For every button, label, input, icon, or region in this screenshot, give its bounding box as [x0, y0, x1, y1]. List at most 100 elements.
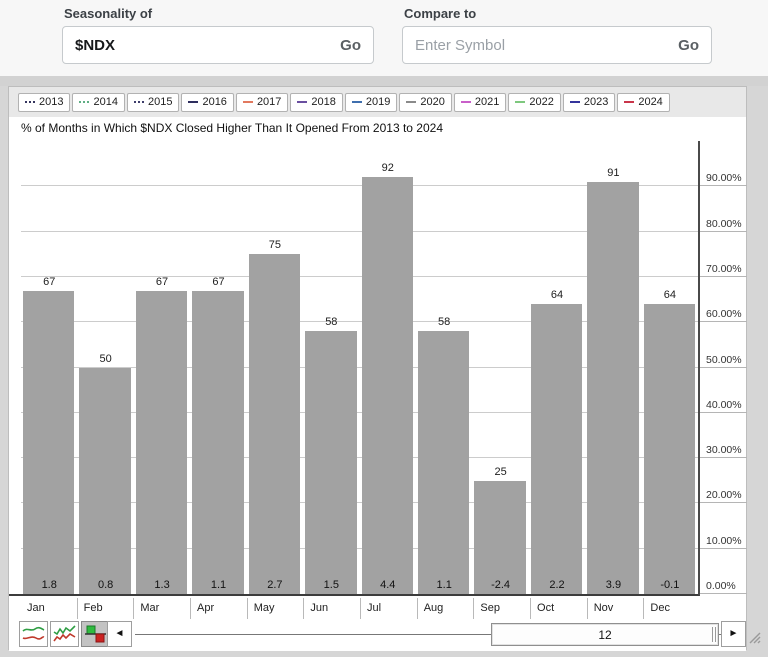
month-label: Mar	[133, 598, 190, 619]
legend-year-chip[interactable]: 2014	[72, 92, 125, 112]
legend-line-marker	[460, 101, 471, 103]
legend-year-chip[interactable]: 2022	[508, 92, 561, 112]
legend-year-label: 2014	[93, 96, 118, 108]
scroll-left-arrow-button[interactable]: ◄	[107, 621, 132, 647]
plot-area: 67 1.8 50 0.8 67 1.3 67 1.1 75 2.7 58	[9, 141, 700, 596]
legend-year-label: 2020	[420, 96, 445, 108]
month-bar[interactable]	[192, 290, 244, 594]
bar-value-label: 25	[494, 465, 507, 478]
legend-year-chip[interactable]: 2016	[181, 92, 234, 112]
month-label: Dec	[643, 598, 700, 619]
month-bar[interactable]	[79, 367, 131, 594]
avg-return-label: 0.8	[97, 579, 114, 591]
legend-year-label: 2021	[474, 96, 500, 108]
legend-line-marker	[624, 101, 635, 103]
compare-form-group: Compare to Go	[402, 0, 712, 64]
resize-grip-icon[interactable]	[746, 629, 762, 645]
seasonality-chart-widget: 2013 2014 2015 2016 2017 2018 2019	[8, 86, 748, 651]
legend-year-label: 2015	[147, 96, 173, 108]
bar-value-label: 67	[43, 275, 56, 288]
month-bar[interactable]	[135, 290, 188, 594]
month-bar[interactable]	[23, 290, 75, 594]
seasonality-symbol-input[interactable]	[75, 36, 333, 54]
legend-year-chip[interactable]: 2015	[126, 92, 180, 112]
symbol-entry-bar: Seasonality of Go Compare to Go	[0, 0, 768, 76]
month-column: 64 -0.1	[642, 141, 698, 594]
legend-line-marker	[406, 101, 417, 103]
legend-year-label: 2017	[256, 96, 282, 108]
chart-footer: ◄ 12 ►	[9, 619, 746, 651]
bar-chart-icon[interactable]	[81, 621, 110, 647]
legend-line-marker	[351, 101, 362, 103]
compare-symbol-input[interactable]	[415, 36, 671, 54]
smooth-line-chart-icon[interactable]	[19, 621, 48, 647]
legend-year-label: 2024	[638, 96, 663, 108]
month-column: 67 1.8	[21, 141, 77, 594]
legend-line-marker	[25, 101, 35, 103]
jagged-line-chart-icon[interactable]	[50, 621, 79, 647]
scrollbar-track[interactable]	[135, 634, 721, 635]
y-axis: 0.00% 10.00% 20.00% 30.00% 40.00% 50.00%…	[700, 141, 748, 594]
legend-year-label: 2018	[311, 96, 336, 108]
x-axis-month-row: Jan Feb Mar Apr May Jun Jul Aug Sep Oct …	[21, 598, 700, 619]
gridline	[21, 502, 698, 504]
bar-value-label: 67	[212, 275, 225, 288]
avg-return-label: 3.9	[605, 579, 622, 591]
scroll-right-arrow-button[interactable]: ►	[721, 621, 746, 647]
legend-line-marker	[242, 101, 253, 103]
legend-line-marker	[515, 101, 526, 103]
avg-return-label: 2.2	[549, 579, 565, 591]
bar-value-label: 58	[438, 316, 451, 329]
legend-year-chip[interactable]: 2017	[235, 92, 289, 112]
month-bar[interactable]	[643, 304, 696, 594]
bar-value-label: 75	[268, 239, 282, 252]
month-bar[interactable]	[417, 331, 470, 594]
month-label: Feb	[76, 598, 134, 619]
month-label: Sep	[473, 598, 530, 619]
legend-year-chip[interactable]: 2018	[290, 92, 343, 112]
month-label: Aug	[416, 598, 474, 619]
bar-value-label: 92	[381, 162, 394, 175]
month-label: Jun	[303, 598, 360, 619]
month-label: May	[246, 598, 304, 619]
month-column: 25 -2.4	[472, 141, 528, 594]
bar-value-label: 64	[663, 289, 676, 302]
scrollbar-thumb[interactable]: 12	[491, 623, 719, 646]
legend-year-chip[interactable]: 2013	[18, 92, 71, 112]
y-axis-tick-label: 30.00%	[700, 444, 747, 459]
legend-line-marker	[79, 101, 90, 103]
month-bar[interactable]	[361, 177, 413, 594]
y-axis-tick-label: 20.00%	[700, 489, 747, 504]
compare-to-label: Compare to	[404, 6, 477, 21]
gridline	[21, 411, 698, 413]
month-column: 50 0.8	[77, 141, 133, 594]
avg-return-label: 1.1	[210, 579, 227, 591]
month-bar[interactable]	[305, 331, 357, 594]
scroll-thumb-value: 12	[598, 627, 612, 642]
legend-year-chip[interactable]: 2020	[399, 92, 452, 112]
month-bar[interactable]	[530, 304, 583, 594]
month-column: 58 1.5	[303, 141, 359, 594]
compare-go-button[interactable]: Go	[670, 37, 699, 54]
avg-return-label: -0.1	[660, 579, 680, 591]
month-bar[interactable]	[587, 181, 639, 594]
legend-year-chip[interactable]: 2024	[617, 92, 670, 112]
gridline	[21, 366, 698, 368]
thumb-grip-icon	[712, 627, 716, 642]
legend-line-marker	[133, 101, 144, 103]
gridline	[21, 185, 698, 187]
month-bar[interactable]	[474, 480, 526, 594]
gridline	[21, 230, 698, 232]
seasonality-symbol-box: Go	[62, 26, 374, 64]
y-axis-tick-label: 10.00%	[700, 535, 747, 549]
legend-year-chip[interactable]: 2019	[344, 92, 398, 112]
month-bar[interactable]	[248, 254, 301, 594]
y-axis-tick-label: 50.00%	[700, 354, 747, 368]
avg-return-label: 1.5	[323, 579, 339, 591]
legend-year-chip[interactable]: 2023	[562, 92, 616, 112]
page-divider-band	[0, 76, 768, 86]
avg-return-label: 2.7	[267, 579, 283, 591]
month-label: Nov	[586, 598, 644, 619]
legend-year-chip[interactable]: 2021	[453, 92, 507, 112]
seasonality-go-button[interactable]: Go	[332, 37, 361, 54]
